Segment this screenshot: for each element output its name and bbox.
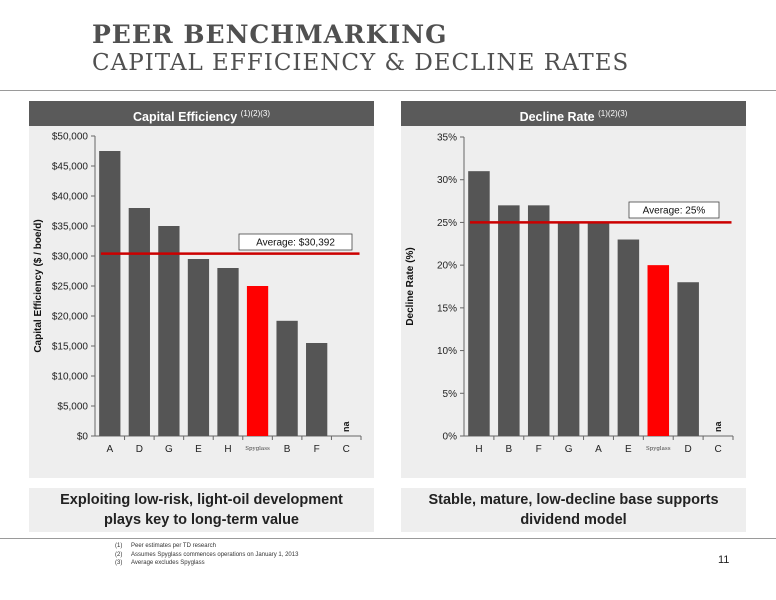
bar [306,343,328,436]
footnote: (1) Peer estimates per TD research [115,542,298,551]
footnote-number: (1) [115,543,123,549]
y-tick-label: 0% [443,432,458,443]
x-tick-label: D [136,444,143,455]
x-tick-label: E [625,444,632,455]
y-axis-label: Decline Rate (%) [405,247,416,325]
page-number: 11 [718,554,730,566]
y-tick-label: $35,000 [52,222,89,233]
average-label: Average: 25% [643,206,706,217]
y-tick-label: $45,000 [52,162,89,173]
bar [246,286,269,436]
bar [677,282,699,436]
footnote-text: Assumes Spyglass commences operations on… [131,551,299,558]
missing-value-label: na [713,421,723,432]
x-tick-label: C [714,444,721,455]
footnote-text: Average excludes Spyglass [131,560,205,566]
capital-efficiency-title: Capital Efficiency [132,110,238,124]
x-tick-label: H [475,444,482,455]
bar [158,226,180,436]
y-tick-label: $15,000 [52,342,89,353]
page-subtitle: CAPITAL EFFICIENCY & DECLINE RATES [92,50,630,76]
decline-rate-title: Decline Rate [519,110,595,124]
x-tick-label: F [536,444,542,455]
bar [217,268,239,436]
bar [557,222,580,436]
x-tick-label-logo: Spyglass [646,446,671,452]
decline-rate-header: Decline Rate (1)(2)(3) [401,101,746,126]
decline-rate-caption: Stable, mature, low-decline base support… [401,488,746,532]
capital-efficiency-panel: Capital Efficiency (1)(2)(3) $0 $5,000 $10… [29,101,374,478]
x-tick-label: D [685,444,692,455]
y-tick-label: $5,000 [57,402,88,413]
bar [276,320,298,436]
y-tick-label: $20,000 [52,312,89,323]
x-tick-label: B [284,444,291,455]
decline-rate-chart: 0% 5% 10% 15% 20% 25% 30% 35% Decline Rate (%) H B… [405,133,734,455]
bar [527,205,550,436]
y-tick-label: 20% [437,261,457,272]
y-tick-label: $0 [77,432,89,443]
footnote: (3) Average excludes Spyglass [115,559,298,568]
y-tick-label: $25,000 [52,282,89,293]
y-tick-label: 10% [437,346,457,357]
y-tick-label: $40,000 [52,192,89,203]
average-label-box [628,201,720,219]
footer-divider [0,538,776,539]
x-tick-label-logo: Spyglass [245,446,270,452]
decline-rate-notes: (1)(2)(3) [598,109,628,118]
decline-rate-caption-text: Stable, mature, low-decline base support… [428,492,719,528]
y-axis-label: Capital Efficiency ($ / boe/d) [33,219,44,352]
capital-efficiency-header: Capital Efficiency (1)(2)(3) [29,101,374,126]
page-title: PEER BENCHMARKING [92,20,448,49]
bar [617,239,640,436]
x-tick-label: E [195,444,202,455]
x-tick-label: A [595,444,602,455]
x-tick-label: B [505,444,512,455]
y-tick-label: 30% [437,175,457,186]
capital-efficiency-caption-text: Exploiting low-risk, light-oil developme… [60,492,343,528]
bar [468,171,490,436]
footnote-text: Peer estimates per TD research [131,543,216,549]
footnote-number: (2) [115,551,123,558]
capital-efficiency-chart: $0 $5,000 $10,000 $15,000 $20,000 $25,000 $30,… [33,132,362,455]
bar [128,208,150,436]
missing-value-label: na [341,421,351,432]
capital-efficiency-notes: (1)(2)(3) [240,109,271,118]
bar [647,265,670,436]
y-tick-label: $10,000 [52,372,89,383]
bar [99,151,121,436]
x-tick-label: F [314,444,320,455]
footnote: (2) Assumes Spyglass commences operations… [115,551,298,560]
average-label-box [238,233,353,251]
x-tick-label: G [165,444,173,455]
x-tick-label: G [565,444,573,455]
footnote-number: (3) [115,560,123,566]
header-divider [0,90,776,91]
decline-rate-panel: Decline Rate (1)(2)(3) 0% 5% 10% 15% 20% 25% 3… [401,101,746,478]
bar [587,222,610,436]
x-tick-label: H [224,444,231,455]
average-label: Average: $30,392 [256,238,335,249]
bar [498,205,520,436]
capital-efficiency-caption: Exploiting low-risk, light-oil developme… [29,488,374,532]
y-tick-label: 15% [437,303,457,314]
y-tick-label: $30,000 [52,252,89,263]
y-tick-label: 5% [443,389,458,400]
x-tick-label: C [343,444,350,455]
x-tick-label: A [106,444,113,455]
bar [187,259,210,436]
y-tick-label: $50,000 [52,132,89,143]
footnotes: (1) Peer estimates per TD research (2) Ass… [115,542,298,568]
y-tick-label: 25% [437,218,457,229]
y-tick-label: 35% [437,133,457,144]
